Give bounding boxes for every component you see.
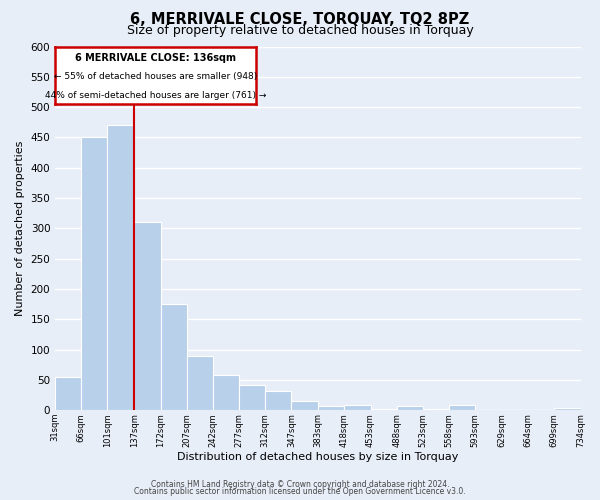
Text: 6, MERRIVALE CLOSE, TORQUAY, TQ2 8PZ: 6, MERRIVALE CLOSE, TORQUAY, TQ2 8PZ: [130, 12, 470, 28]
Bar: [107, 126, 134, 410]
Bar: [344, 406, 371, 410]
Bar: [134, 222, 161, 410]
Bar: [187, 356, 213, 410]
Bar: [554, 408, 581, 410]
Text: Contains public sector information licensed under the Open Government Licence v3: Contains public sector information licen…: [134, 488, 466, 496]
Bar: [265, 391, 292, 410]
Bar: [397, 406, 423, 410]
Text: Size of property relative to detached houses in Torquay: Size of property relative to detached ho…: [127, 24, 473, 37]
Bar: [239, 384, 265, 410]
Bar: [213, 375, 239, 410]
Bar: [449, 406, 475, 410]
Bar: [292, 401, 318, 410]
Bar: [318, 406, 344, 410]
Text: Contains HM Land Registry data © Crown copyright and database right 2024.: Contains HM Land Registry data © Crown c…: [151, 480, 449, 489]
Y-axis label: Number of detached properties: Number of detached properties: [15, 140, 25, 316]
Bar: [371, 409, 397, 410]
Bar: [423, 409, 449, 410]
Bar: [82, 138, 107, 410]
X-axis label: Distribution of detached houses by size in Torquay: Distribution of detached houses by size …: [177, 452, 458, 462]
Bar: [161, 304, 187, 410]
Bar: [55, 377, 82, 410]
